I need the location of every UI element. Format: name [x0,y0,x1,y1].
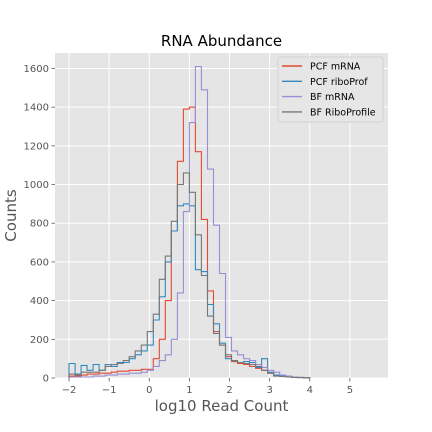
x-tick-label: 1 [186,385,192,396]
x-tick-label: −2 [62,385,77,396]
y-tick-label: 200 [30,335,49,346]
x-tick-label: 5 [347,385,353,396]
x-tick-label: 4 [307,385,313,396]
y-tick-label: 0 [43,374,49,385]
y-tick-label: 1600 [24,64,49,75]
x-tick-label: 0 [146,385,152,396]
y-tick-label: 600 [30,257,49,268]
legend-label: BF RiboProfile [310,107,376,118]
chart-title: RNA Abundance [161,32,282,50]
x-tick-label: 2 [226,385,232,396]
y-tick-label: 1000 [24,180,49,191]
legend: PCF mRNA PCF riboProf BF mRNA BF RiboProfil… [278,57,383,122]
legend-label: PCF mRNA [310,62,361,73]
y-tick-label: 400 [30,296,49,307]
x-axis-label: log10 Read Count [155,397,289,415]
y-tick-label: 1400 [24,103,49,114]
x-tick-label: 3 [266,385,272,396]
legend-label: BF mRNA [310,92,355,103]
x-tick-label: −1 [102,385,117,396]
y-tick-label: 1200 [24,141,49,152]
legend-label: PCF riboProf [310,77,368,88]
y-axis-label: Counts [2,189,20,242]
y-tick-label: 800 [30,219,49,230]
